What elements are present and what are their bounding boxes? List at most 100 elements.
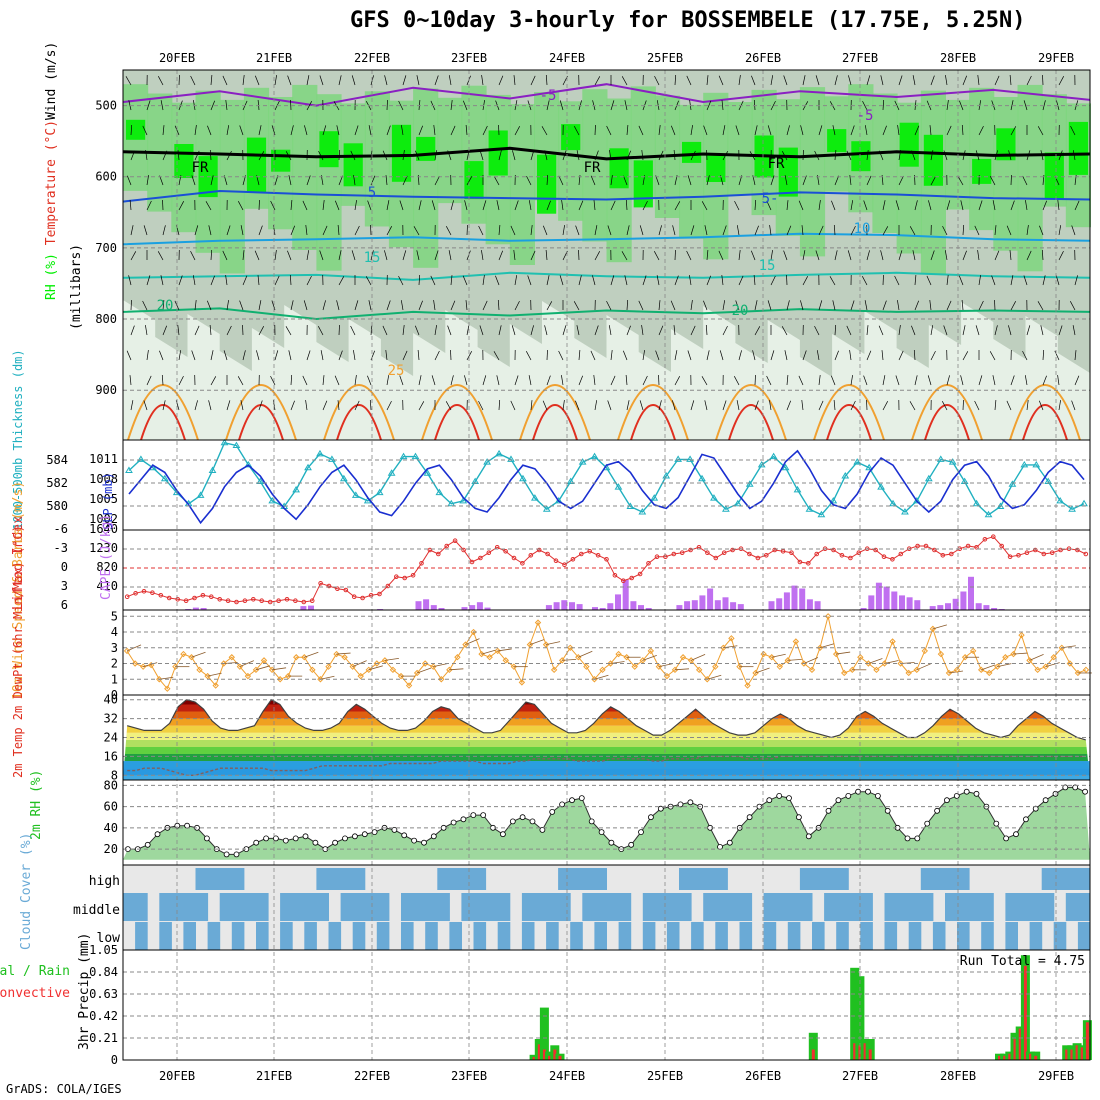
wind-barb [848,75,852,86]
wind-barb [208,400,212,411]
thickness-marker [483,458,492,465]
wind-tick: 4 [111,625,118,639]
wind-barb [880,75,884,86]
wind-barb [850,125,855,136]
li-marker [940,553,946,558]
cape-bar [430,605,437,610]
wind-barb [881,350,884,361]
wind-barb [802,350,807,361]
wind-barb [525,351,532,361]
rh-marker [963,788,970,795]
cloud-cell [352,868,366,890]
wind-barb [834,250,838,261]
thickness-marker [936,455,945,462]
wind-barb [130,251,137,261]
wind-barb [306,350,311,361]
wind-barb [322,375,325,386]
cape-bar [768,601,775,610]
wind-barb [302,375,308,386]
wind-marker [180,650,187,658]
thickness-marker [507,455,515,462]
wind-barb [258,151,265,161]
wind-barb [802,250,806,261]
isotherm-arch-30 [924,404,970,441]
wind-marker [228,654,235,661]
wind-marker [752,669,759,677]
wind-barb [322,400,328,411]
wind-barb [386,125,391,136]
wind-marker [276,676,284,683]
thickness-tick: 584 [46,453,68,467]
wind-barb [290,99,292,111]
wind-marker [293,654,300,661]
wind-barb [770,350,775,361]
wind-barb [626,325,631,336]
precip-conv-bar [1018,1028,1022,1060]
precip-conv-bar [537,1044,541,1060]
cape-bar [983,605,990,610]
wind-barb [287,75,292,86]
cloud-cell [691,868,704,890]
wind-barb [274,275,280,286]
wind-marker [1018,631,1025,639]
wind-barb [354,300,359,311]
wind-barb [304,125,308,136]
cape-bar [545,605,552,610]
wind-barb [656,275,660,286]
wind-barb [689,100,692,111]
wind-barb [818,125,823,136]
wind-barb [642,375,648,386]
wind-barb [206,300,212,311]
date-label-top: 26FEB [745,51,781,65]
rh-marker [203,835,210,842]
cloud-cell [908,893,922,921]
wind-barb [338,149,341,161]
li-tick: 3 [61,579,68,593]
wind-barb [767,300,772,311]
date-label-top: 28FEB [940,51,976,65]
wind-barb [992,375,996,386]
wind-barb [1058,150,1063,161]
wind-barb [814,150,820,161]
wind-marker [252,666,260,674]
thickness-marker [423,469,432,476]
cloud-cell [679,868,692,890]
wind-barb [641,325,644,336]
li-line [127,536,1087,603]
rh-moist-cell [292,84,318,251]
cloud-cell [413,893,426,921]
cape-ylabel: CAPE (J/kg) [99,514,114,600]
wind-barb [626,400,630,411]
wind-barb [514,126,521,136]
wind-barb [690,225,695,236]
wind-barb [1057,200,1060,211]
wind-barb [178,350,182,361]
cloud-cell [981,922,994,950]
wind-barb [718,250,724,261]
wind-barb [962,399,964,411]
precip-total-bar [808,1032,818,1060]
thickness-marker [721,505,730,512]
wind-barb [864,125,868,136]
surface-wind-barb [916,663,931,671]
li-marker [797,559,803,565]
wind-barb [946,275,949,286]
contour-label: FR [584,160,601,176]
wind-barb [898,175,904,186]
wind-barb [370,224,372,236]
surface-wind-barb [126,644,142,652]
li-marker [1024,550,1030,556]
rh-saturated-cell [972,158,992,184]
wind-barb [322,225,328,236]
wind-barb [834,324,837,336]
wind-barb [526,175,532,186]
wind-barb [257,275,260,286]
slp-tick: 1002 [89,512,118,526]
isotherm-arch-25 [421,384,493,441]
rh-marker [687,799,694,806]
wind-barb [367,375,372,386]
wind-barb [738,275,744,286]
rh-moist-cell [1017,84,1043,272]
isotherm-line [122,83,1091,107]
date-label-top: 27FEB [842,51,878,65]
